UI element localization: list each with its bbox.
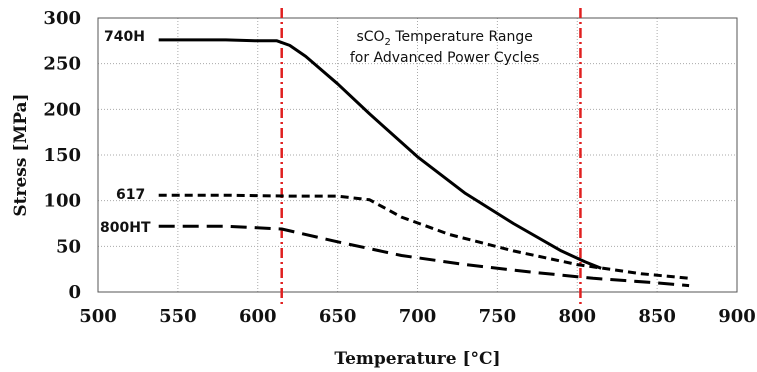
series-lines [158, 38, 690, 288]
y-tick-label: 250 [43, 54, 81, 75]
series-label-800ht: 800HT [100, 220, 151, 236]
series-line-617 [158, 193, 690, 280]
series-line-800ht [158, 224, 690, 288]
x-tick-label: 900 [718, 306, 756, 327]
y-tick-label: 150 [43, 145, 81, 166]
x-axis-title: Temperature [°C] [334, 349, 500, 369]
reference-lines [280, 8, 582, 304]
x-tick-labels: 500 550 600 650 700 750 800 850 900 [79, 306, 756, 327]
y-tick-label: 0 [68, 282, 81, 303]
y-tick-label: 200 [43, 99, 81, 120]
x-tick-label: 700 [399, 306, 437, 327]
series-label-617: 617 [116, 187, 145, 203]
series-line-740h [158, 38, 602, 270]
plot-frame [97, 17, 738, 293]
series-labels: 740H 617 800HT [100, 29, 151, 236]
y-axis-title: Stress [MPa] [11, 93, 31, 216]
series-label-740h: 740H [104, 29, 145, 45]
y-tick-label: 100 [43, 191, 81, 212]
annotation-line-1: sCO2 Temperature Range [356, 29, 532, 48]
x-tick-label: 850 [638, 306, 676, 327]
y-tick-label: 300 [43, 8, 81, 29]
y-tick-label: 50 [56, 236, 81, 257]
x-tick-label: 550 [159, 306, 197, 327]
x-tick-label: 650 [319, 306, 357, 327]
y-tick-labels: 0 50 100 150 200 250 300 [43, 8, 81, 303]
x-tick-label: 500 [79, 306, 117, 327]
x-tick-label: 600 [239, 306, 277, 327]
x-tick-label: 800 [558, 306, 596, 327]
annotation-line-2: for Advanced Power Cycles [350, 50, 540, 66]
x-tick-label: 750 [479, 306, 517, 327]
